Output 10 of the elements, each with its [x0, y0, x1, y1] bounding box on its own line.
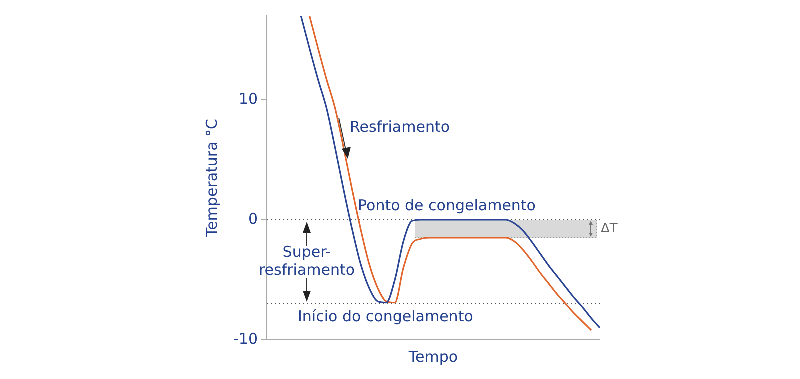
x-axis-title: Tempo [408, 348, 458, 366]
y-tick-label: 0 [248, 210, 258, 228]
y-tick-label: 10 [238, 90, 258, 108]
y-tick-label: -10 [234, 330, 258, 348]
band-label: ΔT [601, 221, 618, 236]
ref-line-label: Ponto de congelamento [358, 196, 536, 214]
ref-line-label: Início do congelamento [298, 307, 474, 326]
annotation: Resfriamento [350, 118, 450, 136]
y-axis-title: Temperatura °C [202, 118, 221, 238]
annotation: Super-resfriamento [258, 242, 356, 279]
